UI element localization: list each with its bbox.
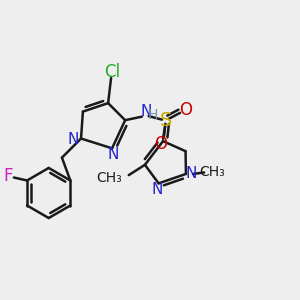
Text: N: N: [68, 133, 80, 148]
Text: N: N: [152, 182, 163, 197]
Text: S: S: [160, 111, 172, 130]
Text: F: F: [4, 167, 13, 185]
Text: CH₃: CH₃: [200, 165, 225, 179]
Text: CH₃: CH₃: [97, 171, 122, 185]
Text: O: O: [179, 100, 193, 118]
Text: N: N: [185, 166, 197, 181]
Text: O: O: [154, 135, 167, 153]
Text: H: H: [147, 109, 158, 122]
Text: N: N: [108, 147, 119, 162]
Text: Cl: Cl: [104, 63, 121, 81]
Text: N: N: [140, 104, 152, 119]
